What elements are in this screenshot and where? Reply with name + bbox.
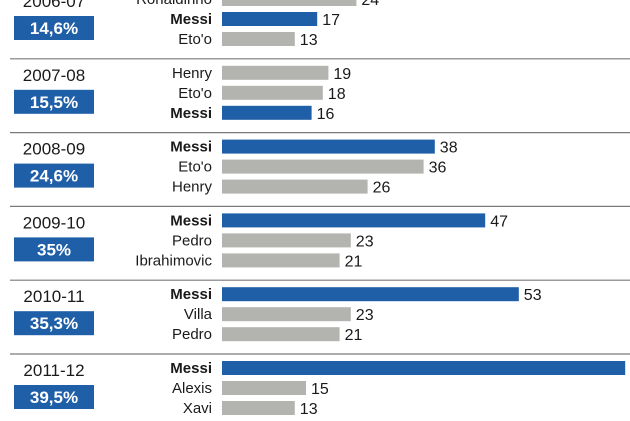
season-label: 2006-07 [23, 0, 85, 11]
bar [222, 32, 295, 46]
bar [222, 0, 357, 6]
bar-value-label: 36 [429, 160, 447, 177]
share-badge [14, 89, 94, 114]
player-name: Eto'o [178, 159, 212, 176]
share-label: 14,6% [30, 19, 78, 38]
bar [222, 381, 306, 395]
bar [222, 159, 424, 174]
player-name: Pedro [172, 232, 212, 249]
player-name: Henry [172, 65, 213, 82]
season-label: 2007-08 [23, 66, 85, 85]
bar-highlight [222, 12, 318, 26]
player-name: Messi [170, 11, 212, 28]
player-name: Villa [184, 306, 213, 323]
bar-value-label: 21 [345, 253, 363, 270]
bar-value-label: 24 [361, 0, 379, 9]
player-name: Messi [170, 105, 212, 122]
season-label: 2011-12 [23, 361, 84, 380]
bar [222, 65, 329, 80]
share-badge [14, 237, 94, 262]
bar [222, 85, 323, 100]
player-name: Eto'o [178, 31, 212, 48]
share-label: 15,5% [30, 93, 78, 112]
share-label: 39,5% [30, 388, 78, 407]
bar [222, 401, 295, 415]
season-label: 2009-10 [23, 213, 85, 232]
bar [222, 307, 351, 322]
share-label: 35,3% [30, 314, 78, 333]
bar-highlight [222, 287, 519, 302]
bar-value-label: 19 [333, 66, 351, 83]
share-label: 35% [37, 240, 71, 259]
player-name: Ronaldinho [136, 0, 212, 8]
player-name: Messi [170, 139, 212, 156]
bar-value-label: 38 [440, 140, 458, 157]
player-name: Xavi [183, 400, 212, 416]
player-name: Ibrahimovic [135, 252, 212, 269]
bar [222, 253, 340, 268]
bar-value-label: 18 [328, 86, 346, 103]
bar-highlight [222, 361, 626, 375]
share-badge [14, 163, 94, 188]
bar-value-label: 23 [356, 307, 374, 324]
player-name: Messi [170, 360, 212, 377]
player-name: Messi [170, 212, 212, 229]
bar-value-label: 13 [300, 401, 318, 416]
bar [222, 179, 368, 194]
bar-highlight [222, 213, 486, 228]
share-badge [14, 385, 94, 409]
bar-value-label: 26 [373, 180, 391, 197]
bar-value-label: 47 [490, 213, 508, 230]
player-name: Henry [172, 179, 213, 196]
bar [222, 327, 340, 342]
bar-value-label: 15 [311, 381, 329, 398]
player-name: Messi [170, 286, 212, 303]
bar-highlight [222, 105, 312, 120]
bar [222, 233, 351, 248]
season-label: 2008-09 [23, 140, 85, 159]
share-badge [14, 311, 94, 336]
share-label: 24,6% [30, 167, 78, 186]
bar-highlight [222, 139, 435, 154]
share-badge [14, 16, 94, 40]
bar-value-label: 17 [322, 12, 340, 29]
bar-value-label: 16 [317, 106, 335, 123]
bar-value-label: 13 [300, 32, 318, 49]
season-label: 2010-11 [23, 287, 84, 306]
bar-value-label: 53 [524, 287, 542, 304]
player-name: Pedro [172, 326, 212, 343]
player-name: Eto'o [178, 85, 212, 102]
bar-value-label: 21 [345, 327, 363, 344]
player-name: Alexis [172, 380, 212, 397]
bar-value-label: 23 [356, 233, 374, 250]
